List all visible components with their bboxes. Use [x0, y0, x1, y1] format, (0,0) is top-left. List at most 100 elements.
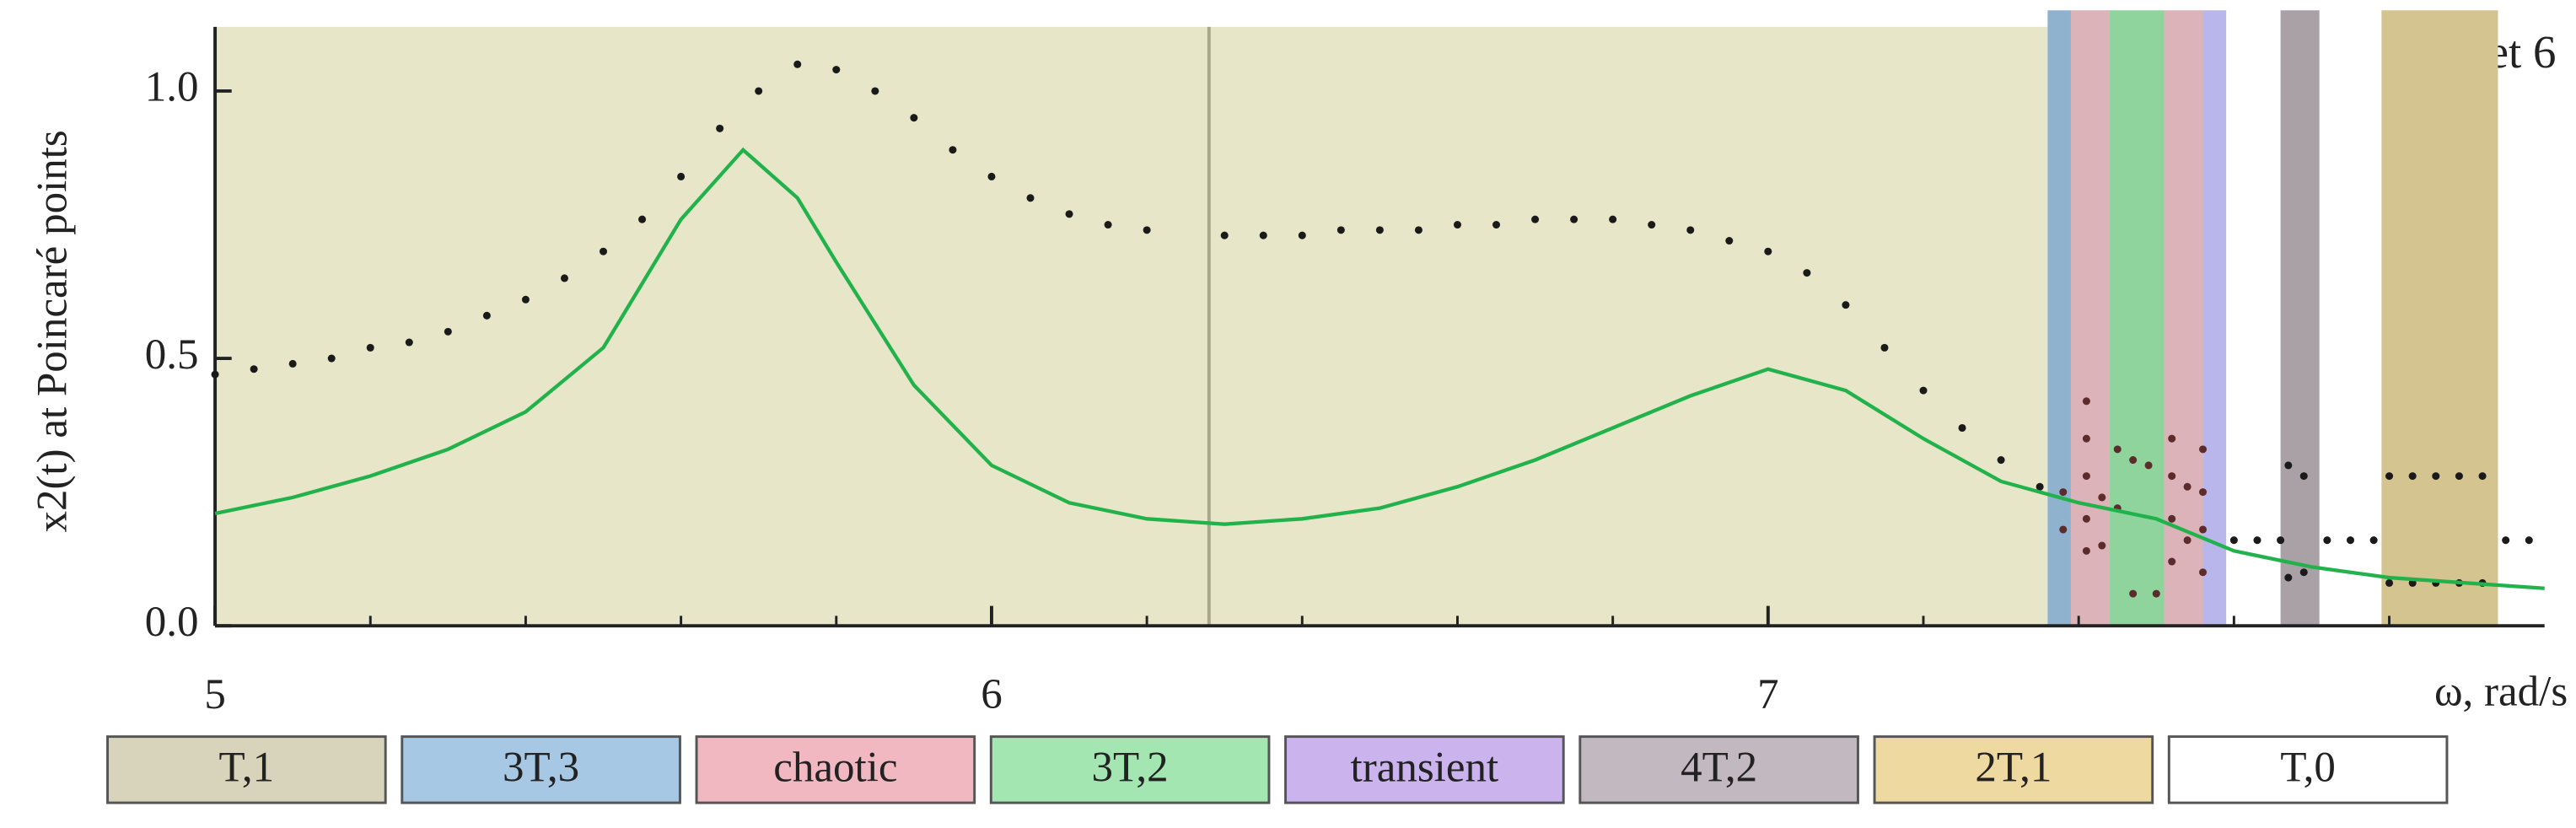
- poincare-point: [755, 87, 763, 95]
- poincare-point: [2082, 472, 2090, 481]
- poincare-point: [2455, 472, 2463, 481]
- poincare-point: [2168, 472, 2176, 481]
- legend-label: 3T,2: [1092, 745, 1169, 792]
- legend-box: [989, 735, 1271, 804]
- poincare-point: [405, 338, 413, 347]
- region-band: [2047, 10, 2071, 626]
- poincare-point: [2284, 573, 2293, 582]
- legend-label: 3T,3: [503, 745, 579, 792]
- region-band: [215, 26, 2048, 626]
- poincare-point: [677, 172, 686, 180]
- poincare-point: [2385, 578, 2394, 587]
- poincare-point: [2144, 461, 2153, 470]
- x-tick-label: 6: [981, 671, 1002, 718]
- poincare-point: [2098, 493, 2106, 502]
- legend-box: [1578, 735, 1859, 804]
- poincare-point: [288, 359, 297, 368]
- poincare-point: [2129, 456, 2138, 465]
- poincare-point: [1298, 231, 1306, 239]
- poincare-point: [1336, 226, 1345, 234]
- y-tick-label: 0.0: [145, 599, 199, 646]
- poincare-point: [1842, 301, 1850, 309]
- legend-box: [1873, 735, 2154, 804]
- poincare-point: [2199, 445, 2208, 454]
- poincare-point: [1453, 221, 1461, 229]
- region-band: [2202, 10, 2227, 626]
- region-band: [2280, 10, 2320, 626]
- poincare-point: [2152, 589, 2160, 598]
- poincare-point: [832, 66, 841, 74]
- legend-box: [1284, 735, 1565, 804]
- x-axis-label: ω, rad/s: [2434, 668, 2568, 715]
- region-band: [2070, 10, 2111, 626]
- poincare-point: [2408, 472, 2417, 481]
- poincare-point: [2082, 546, 2090, 555]
- poincare-point: [2113, 445, 2122, 454]
- poincare-point: [1880, 343, 1889, 352]
- poincare-point: [1065, 210, 1073, 218]
- poincare-point: [250, 365, 258, 374]
- poincare-point: [638, 215, 647, 223]
- poincare-point: [2502, 536, 2510, 545]
- poincare-point: [1143, 226, 1151, 234]
- poincare-point: [1414, 226, 1422, 234]
- poincare-point: [2299, 568, 2308, 577]
- poincare-point: [560, 274, 568, 282]
- poincare-point: [1919, 386, 1928, 395]
- poincare-point: [1958, 423, 1966, 433]
- poincare-point: [1609, 215, 1617, 223]
- poincare-point: [2346, 536, 2355, 545]
- poincare-point: [910, 114, 918, 122]
- legend-label: T,1: [219, 745, 275, 792]
- poincare-point: [1997, 456, 2005, 465]
- poincare-point: [2199, 568, 2208, 577]
- poincare-point: [1803, 269, 1811, 277]
- poincare-point: [2229, 536, 2238, 545]
- poincare-point: [600, 247, 608, 255]
- poincare-point: [521, 295, 530, 304]
- legend-label: T,0: [2280, 745, 2336, 792]
- poincare-point: [2059, 525, 2068, 534]
- y-axis-label: x2(t) at Poincaré points: [29, 130, 76, 532]
- region-band: [2164, 10, 2203, 626]
- y-tick-label: 0.5: [145, 331, 199, 379]
- poincare-point: [2036, 482, 2044, 491]
- response-line: [214, 147, 2545, 590]
- poincare-point: [2168, 434, 2176, 443]
- legend-box: [695, 735, 976, 804]
- legend-label: 4T,2: [1681, 745, 1757, 792]
- legend-label: 2T,1: [1975, 745, 2052, 792]
- poincare-point: [2082, 514, 2090, 523]
- poincare-point: [716, 124, 724, 132]
- poincare-point: [1570, 215, 1578, 223]
- poincare-point: [2082, 397, 2090, 406]
- poincare-point: [1026, 194, 1035, 202]
- poincare-point: [1531, 215, 1540, 223]
- poincare-point: [2082, 434, 2090, 443]
- poincare-point: [2478, 472, 2487, 481]
- poincare-point: [2199, 488, 2208, 497]
- poincare-point: [871, 87, 879, 95]
- poincare-point: [366, 343, 374, 352]
- x-tick-label: 5: [204, 671, 226, 718]
- poincare-point: [793, 60, 802, 68]
- poincare-point: [2168, 557, 2176, 566]
- poincare-point: [211, 370, 219, 379]
- poincare-point: [482, 311, 491, 320]
- y-tick-label: 1.0: [145, 64, 199, 111]
- poincare-point: [987, 172, 996, 180]
- poincare-point: [2168, 514, 2176, 523]
- poincare-point: [1492, 221, 1501, 229]
- poincare-point: [444, 327, 452, 336]
- poincare-point: [2299, 472, 2308, 481]
- x-tick-label: 7: [1757, 671, 1779, 718]
- region-band: [2381, 10, 2498, 626]
- poincare-point: [1764, 247, 1772, 255]
- poincare-point: [2323, 536, 2331, 545]
- poincare-point: [1686, 226, 1695, 234]
- poincare-point: [2277, 536, 2285, 545]
- poincare-point: [1104, 221, 1112, 229]
- region-band: [2110, 10, 2165, 626]
